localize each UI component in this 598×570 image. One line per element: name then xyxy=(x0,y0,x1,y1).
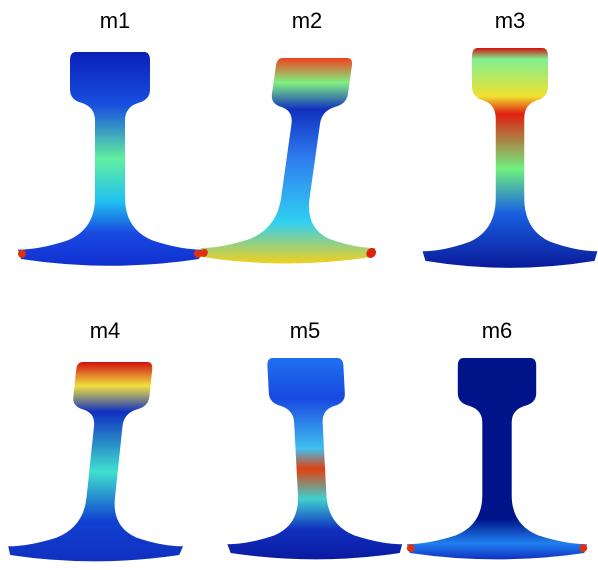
figure: m1 m2 m3 m4 m5 m6 xyxy=(0,0,598,570)
panel-label: m2 xyxy=(292,8,323,33)
rail-mode-shape xyxy=(199,58,404,264)
rail-mode-shape xyxy=(218,358,403,559)
panel-label: m5 xyxy=(290,318,321,343)
rail-mode-shape xyxy=(423,48,598,268)
panel-label: m1 xyxy=(100,8,131,33)
rail-mode-shape xyxy=(18,52,202,266)
rail-mode-shape xyxy=(407,358,587,559)
panel-label: m4 xyxy=(90,318,121,343)
panel-label: m3 xyxy=(495,8,526,33)
rail-mode-shape xyxy=(7,362,203,561)
panel-label: m6 xyxy=(482,318,513,343)
